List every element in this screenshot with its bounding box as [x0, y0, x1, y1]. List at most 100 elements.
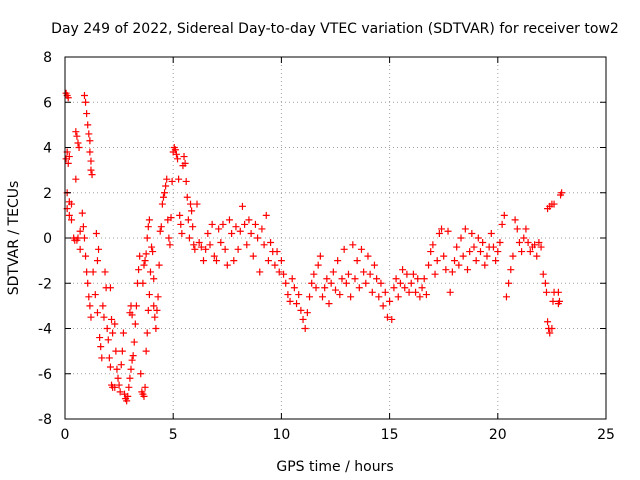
data-point [427, 248, 435, 256]
data-point [176, 211, 184, 219]
data-point [373, 275, 381, 283]
data-point [142, 250, 150, 258]
data-point [98, 354, 106, 362]
data-point [137, 370, 145, 378]
data-point [368, 288, 376, 296]
data-point [111, 383, 119, 391]
data-point [130, 338, 138, 346]
data-point [75, 144, 83, 151]
data-point [64, 94, 72, 102]
data-point [381, 288, 389, 296]
data-point [299, 315, 307, 323]
data-point [392, 275, 400, 283]
grid-lines [65, 57, 606, 419]
data-point [496, 239, 504, 247]
data-point [76, 227, 84, 235]
data-point [275, 268, 283, 276]
data-point [558, 189, 566, 197]
data-point [234, 245, 242, 253]
y-axis-label: SDTVAR / TECUs [6, 181, 22, 296]
data-point [96, 334, 104, 342]
data-point [89, 268, 97, 276]
data-point [126, 374, 134, 382]
data-point [507, 266, 515, 274]
data-point [524, 239, 532, 247]
data-point [86, 137, 94, 145]
data-point [125, 383, 133, 391]
data-point [349, 241, 357, 249]
data-point [204, 229, 212, 237]
data-point [166, 241, 174, 249]
data-point [144, 306, 152, 314]
data-point [82, 98, 90, 106]
data-point [431, 270, 439, 278]
data-point [146, 268, 154, 276]
data-point [73, 132, 81, 140]
data-point [174, 155, 182, 163]
data-point [364, 252, 372, 260]
data-point [535, 239, 543, 247]
data-point [101, 268, 109, 276]
data-point [258, 225, 266, 233]
data-point [468, 229, 476, 237]
data-point [95, 245, 103, 253]
data-point [80, 91, 88, 99]
data-point [190, 241, 198, 249]
data-point [353, 257, 361, 265]
data-point [128, 356, 136, 364]
data-point [208, 220, 216, 228]
data-point [464, 266, 472, 274]
data-point [97, 343, 105, 351]
data-point [112, 347, 120, 355]
data-point [151, 313, 159, 321]
data-point [546, 329, 554, 337]
data-point [172, 150, 180, 158]
data-point [128, 311, 136, 319]
data-point [520, 234, 528, 242]
data-point [182, 177, 190, 185]
data-point [202, 245, 210, 253]
data-point [370, 261, 378, 269]
data-point [100, 313, 108, 321]
data-point [219, 220, 227, 228]
x-tick-label: 0 [61, 427, 70, 443]
data-point [193, 200, 201, 208]
data-points [62, 89, 566, 405]
data-point [366, 270, 374, 278]
data-point [518, 248, 526, 256]
data-point [444, 227, 452, 235]
data-point [388, 315, 396, 323]
data-point [522, 225, 530, 233]
data-point [505, 279, 513, 287]
data-point [260, 241, 268, 249]
data-point [476, 248, 484, 256]
data-point [129, 352, 137, 360]
data-point [332, 286, 339, 294]
data-point [264, 257, 272, 265]
data-point [256, 268, 264, 276]
data-point [72, 175, 80, 183]
data-point [451, 257, 459, 265]
y-tick-label: 6 [43, 95, 52, 111]
data-point [195, 239, 203, 247]
data-point [245, 216, 253, 224]
data-point [351, 275, 359, 283]
data-point [303, 309, 311, 317]
y-tick-label: 2 [43, 186, 52, 202]
data-point [386, 297, 394, 305]
data-point [537, 243, 545, 251]
data-point [254, 234, 262, 242]
data-point [155, 261, 163, 269]
data-point [131, 320, 139, 328]
data-point [84, 279, 92, 287]
data-point [114, 374, 122, 382]
data-point [212, 257, 220, 265]
data-point [143, 234, 151, 242]
data-point [127, 365, 135, 373]
data-point [180, 153, 188, 161]
data-point [153, 306, 161, 314]
data-point [435, 229, 443, 237]
data-point [433, 257, 441, 265]
data-point [554, 300, 562, 308]
